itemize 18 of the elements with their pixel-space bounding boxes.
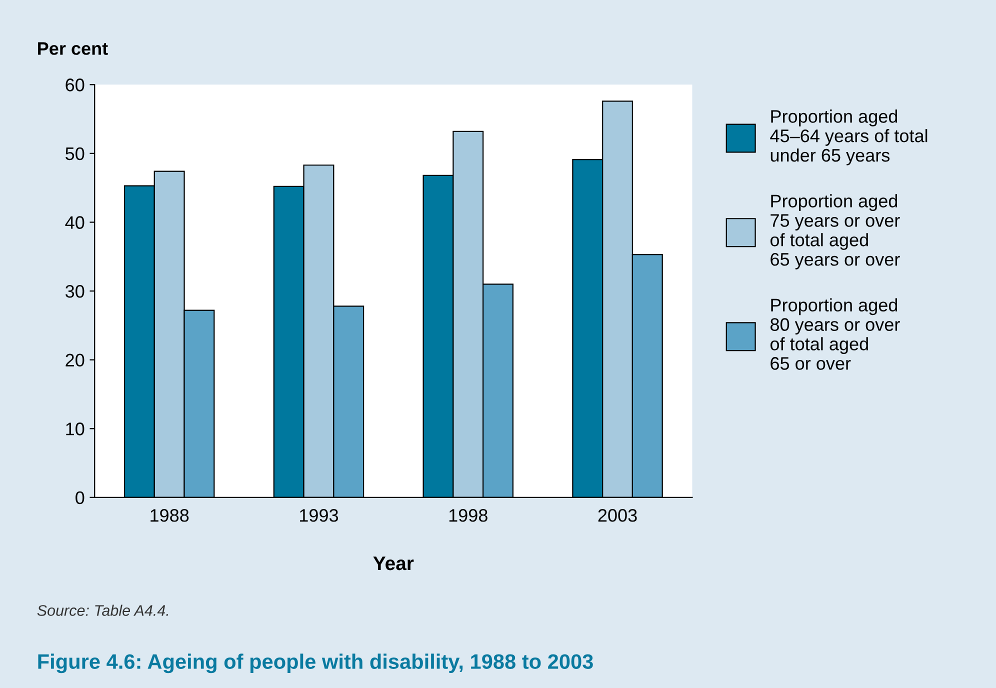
- x-tick-label: 1988: [150, 509, 189, 522]
- text: Figure 4.6: Ageing of people with disability, 1988 to 2003: [38, 654, 593, 674]
- y-tick-label: 20: [66, 354, 84, 367]
- legend-label: Proportion aged 75 years or over of total aged 65 years or over: [770, 194, 900, 270]
- y-tick-label: 50: [66, 147, 84, 160]
- y-tick-label: 30: [66, 284, 84, 298]
- y-tick-label: 0: [76, 491, 84, 504]
- legend-label: Proportion aged 80 years or over of total aged 65 or over: [770, 298, 900, 370]
- x-tick-label: 2003: [598, 509, 637, 522]
- y-tick-label: 10: [66, 422, 84, 436]
- legend-label: Proportion aged 45–64 years of total under 65 years: [770, 110, 928, 166]
- source-note: Source: Table A4.4.: [37, 604, 168, 616]
- x-axis-title: Year: [373, 556, 414, 570]
- y-axis-title: Per cent: [38, 42, 108, 55]
- x-tick-label: 1998: [449, 509, 488, 522]
- y-tick-label: 60: [66, 78, 84, 92]
- x-tick-label: 1993: [300, 509, 338, 522]
- y-tick-label: 40: [65, 216, 84, 229]
